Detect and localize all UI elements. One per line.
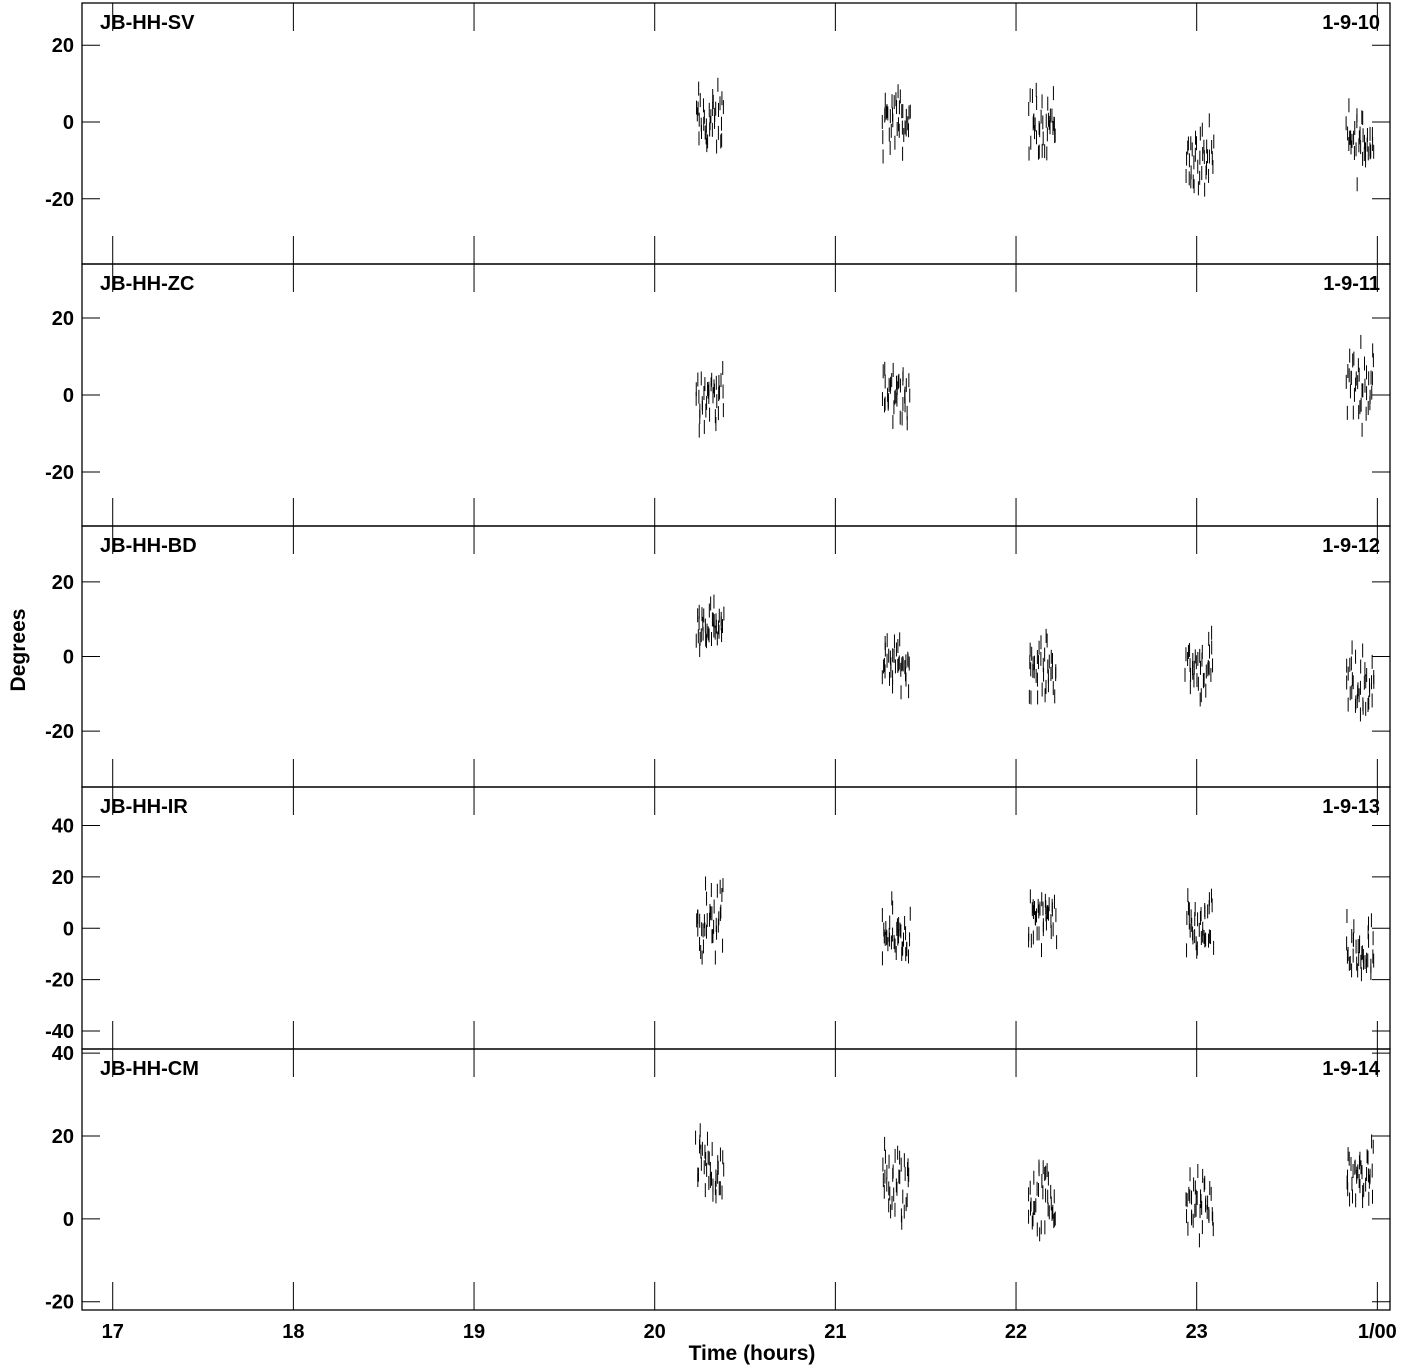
y-tick-label: 20	[52, 572, 74, 594]
y-tick-label: 0	[63, 385, 74, 407]
panel-frame	[81, 786, 1391, 1050]
panel-frame	[81, 1048, 1391, 1311]
y-tick-label: -40	[45, 1021, 74, 1043]
data-points	[695, 334, 1374, 438]
y-tick-label: -20	[45, 1292, 74, 1314]
y-tick-label: 0	[63, 112, 74, 134]
data-points	[695, 594, 1375, 722]
y-tick-label: -20	[45, 721, 74, 743]
data-points	[695, 1123, 1374, 1248]
baseline-label: JB-HH-SV	[100, 12, 195, 34]
panel-jb-hh-ir: -40 -20 0 20 40 JB-HH-IR 1-9-13	[45, 786, 1391, 1050]
scan-id-label: 1-9-12	[1322, 535, 1380, 557]
x-tick-label: 21	[824, 1321, 846, 1343]
baseline-label: JB-HH-ZC	[100, 273, 194, 295]
x-axis: 17 18 19 20 21 22 23 1/00	[102, 1321, 1397, 1343]
x-tick-label: 22	[1005, 1321, 1027, 1343]
panel-frame	[81, 525, 1391, 788]
baseline-label: JB-HH-CM	[100, 1058, 199, 1080]
panel-frame	[81, 263, 1391, 527]
y-tick-label: -20	[45, 189, 74, 211]
baseline-label: JB-HH-BD	[100, 535, 197, 557]
y-tick-label: -20	[45, 970, 74, 992]
y-tick-label: 20	[52, 1126, 74, 1148]
y-tick-label: 40	[52, 816, 74, 838]
x-axis-label: Time (hours)	[689, 1342, 816, 1365]
x-tick-label: 18	[282, 1321, 304, 1343]
scan-id-label: 1-9-14	[1322, 1058, 1381, 1080]
panel-jb-hh-sv: -20 0 20 JB-HH-SV 1-9-10	[45, 2, 1391, 265]
data-points	[696, 876, 1375, 982]
x-tick-label: 20	[644, 1321, 666, 1343]
y-tick-label: 0	[63, 918, 74, 940]
y-tick-label: 40	[52, 1043, 74, 1065]
x-tick-label: 17	[102, 1321, 124, 1343]
scan-id-label: 1-9-10	[1322, 12, 1380, 34]
baseline-label: JB-HH-IR	[100, 796, 188, 818]
panel-jb-hh-zc: -20 0 20 JB-HH-ZC 1-9-11	[45, 263, 1391, 527]
x-tick-label: 1/00	[1358, 1321, 1397, 1343]
y-tick-label: 20	[52, 867, 74, 889]
y-tick-label: -20	[45, 462, 74, 484]
y-tick-label: 20	[52, 35, 74, 57]
panel-jb-hh-bd: -20 0 20 JB-HH-BD 1-9-12	[45, 525, 1391, 788]
panel-frame	[81, 2, 1391, 265]
y-tick-label: 20	[52, 308, 74, 330]
x-tick-label: 19	[463, 1321, 485, 1343]
chart-panels: -20 0 20 JB-HH-SV 1-9-10 -20 0 20 JB-HH-ZC 1-9-11…	[45, 2, 1391, 1314]
scan-id-label: 1-9-11	[1323, 273, 1380, 295]
x-tick-label: 23	[1186, 1321, 1208, 1343]
y-tick-label: 0	[63, 1209, 74, 1231]
y-axis-label: Degrees	[7, 609, 30, 692]
y-tick-label: 0	[63, 647, 74, 669]
data-points	[696, 77, 1375, 197]
panel-jb-hh-cm: -20 0 20 40 JB-HH-CM 1-9-14	[45, 1043, 1391, 1314]
scan-id-label: 1-9-13	[1322, 796, 1380, 818]
